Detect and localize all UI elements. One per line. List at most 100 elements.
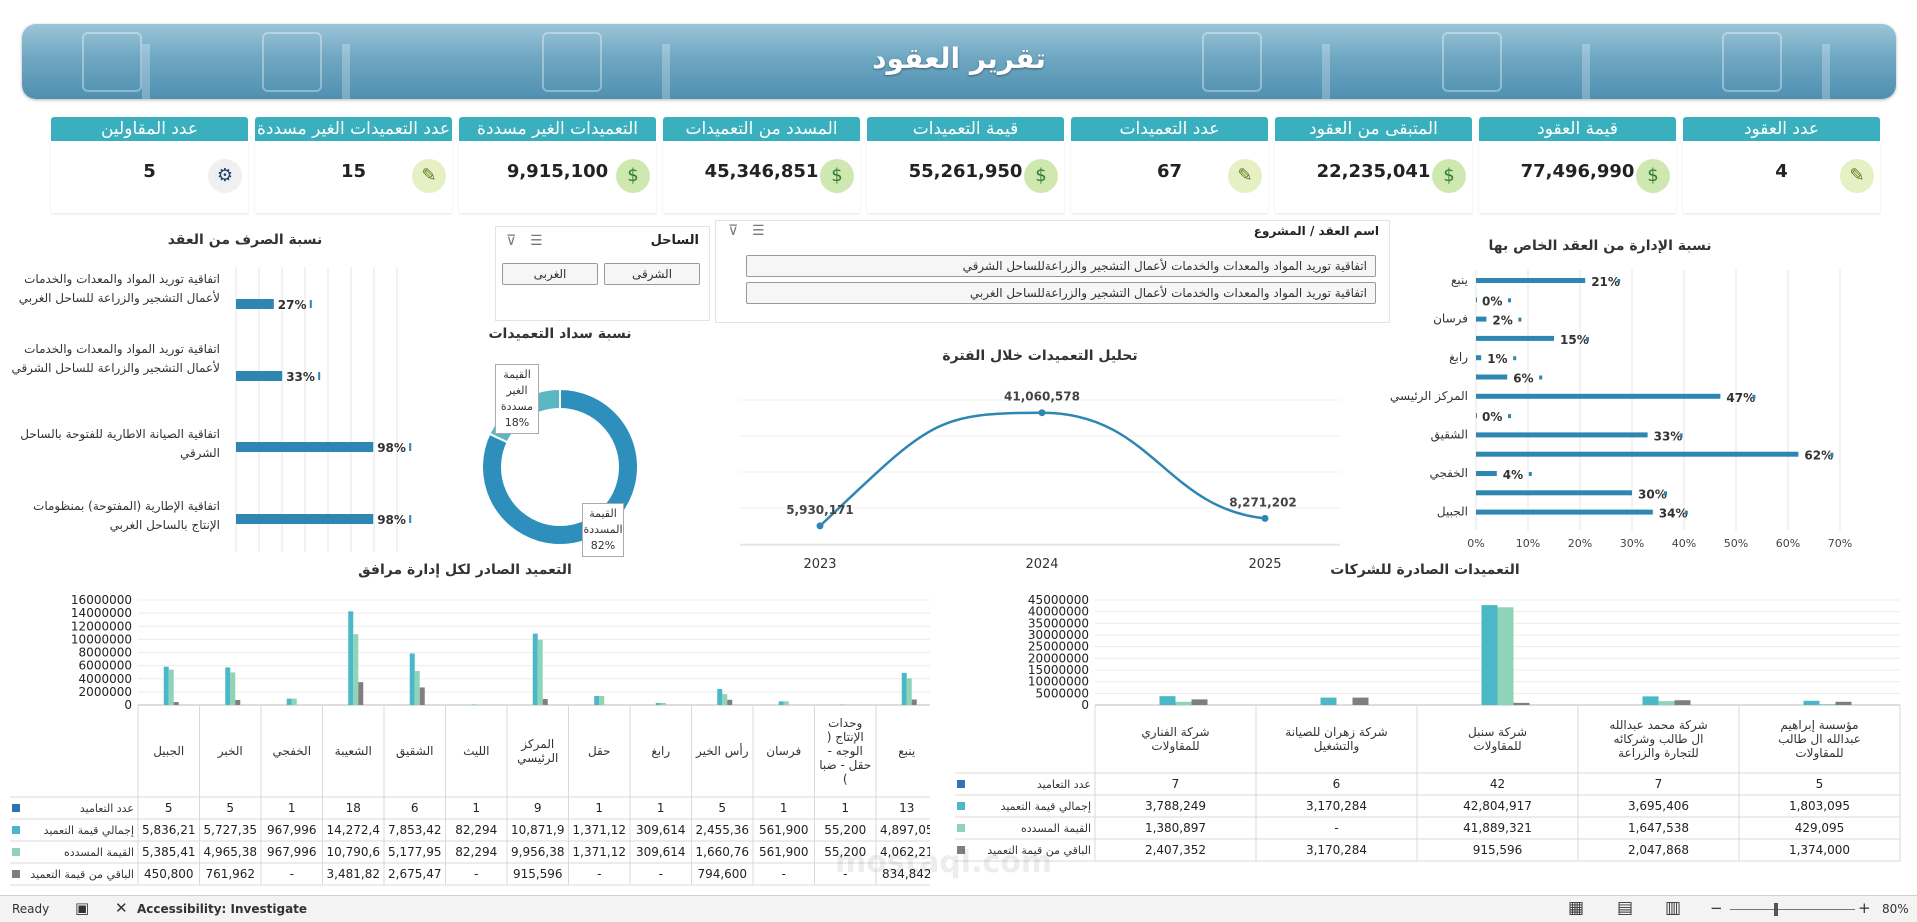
category-label: شركة محمد عبدالله ال طالب وشركائه للتجارة …: [1609, 718, 1707, 761]
category-label: المركز الرئيسي: [517, 737, 558, 766]
macro-record-icon[interactable]: ▣: [75, 899, 90, 917]
legend-label: إجمالي قيمة التعميد: [1001, 800, 1091, 813]
bar: [1835, 701, 1852, 705]
table-cell: -: [597, 867, 601, 881]
kpi-card: عدد التعميدات 67 ✎: [1071, 117, 1268, 214]
table-cell: -: [843, 867, 847, 881]
category-label: رأس الخير: [695, 743, 749, 759]
multi-select-icon[interactable]: ☰: [752, 223, 765, 239]
money-icon: $: [820, 159, 854, 193]
kpi-value: 77,496,990: [1520, 161, 1635, 182]
legend-swatch: [12, 804, 20, 812]
admin-bar: [1476, 335, 1554, 341]
table-cell: -: [1334, 821, 1338, 835]
admin-bar-category: الخفجي: [1429, 466, 1468, 480]
contract-icon: ✎: [412, 159, 446, 193]
zoom-level[interactable]: 80%: [1882, 902, 1909, 916]
kpi-card: المتبقى من العقود 22,235,041 $: [1275, 117, 1472, 214]
bar: [1352, 697, 1369, 705]
kpi-label: المتبقى من العقود: [1275, 117, 1472, 141]
spend-bar-marker: [318, 372, 321, 380]
bar: [353, 634, 359, 705]
admin-bar-marker: [1539, 375, 1543, 380]
table-cell: 309,614: [636, 823, 686, 837]
table-cell: 6: [411, 801, 419, 815]
kpi-label: التعميدات الغير مسددة: [459, 117, 656, 141]
trend-point: [1261, 514, 1269, 522]
category-label: شركة زهران للصيانة والتشغيل: [1285, 725, 1387, 754]
admin-bar-value: 6%: [1513, 372, 1533, 386]
x-tick-label: 10%: [1516, 537, 1540, 550]
y-tick-label: 20000000: [1028, 651, 1089, 665]
page-layout-icon[interactable]: ▤: [1617, 898, 1634, 918]
table-cell: 5,177,95: [388, 845, 441, 859]
accessibility-icon[interactable]: ✕: [115, 899, 128, 917]
bar: [409, 653, 415, 705]
admin-ratio-title: نسبة الإدارة من العقد الخاص بها: [1488, 238, 1712, 254]
kpi-body: 5 ⚙: [51, 141, 248, 213]
table-cell: 794,600: [697, 867, 747, 881]
x-tick-label: 60%: [1776, 537, 1800, 550]
x-tick-label: 2023: [803, 557, 836, 572]
spend-bar: [236, 442, 374, 452]
table-cell: 3,481,82: [327, 867, 380, 881]
spend-bar-marker: [409, 443, 412, 451]
admin-bar: [1476, 451, 1799, 457]
table-cell: 4,965,38: [204, 845, 257, 859]
table-cell: 4,897,05: [880, 823, 930, 837]
zoom-in-icon[interactable]: +: [1858, 899, 1871, 917]
table-cell: 429,095: [1795, 821, 1845, 835]
bar: [717, 688, 723, 705]
accessibility-status[interactable]: Accessibility: Investigate: [137, 902, 308, 916]
spend-bar: [236, 514, 374, 524]
unpaid-callout: القيمة الغير مسددة 18%: [495, 364, 539, 434]
x-tick-label: 30%: [1620, 537, 1644, 550]
normal-view-icon[interactable]: ▦: [1568, 898, 1585, 918]
bar: [1803, 700, 1820, 705]
admin-bar-category: الشقيق: [1431, 427, 1468, 442]
coast-item-east[interactable]: الشرقى: [604, 263, 700, 285]
page-break-icon[interactable]: ▥: [1665, 898, 1682, 918]
kpi-card: عدد التعميدات الغير مسددة 15 ✎: [255, 117, 452, 214]
category-label: الشعيبة: [335, 744, 372, 758]
y-tick-label: 40000000: [1028, 605, 1089, 619]
worker-icon: ⚙: [208, 159, 242, 193]
zoom-slider[interactable]: [1730, 909, 1855, 910]
table-cell: 761,962: [205, 867, 255, 881]
kpi-card: عدد المقاولين 5 ⚙: [51, 117, 248, 214]
table-cell: 1: [595, 801, 603, 815]
clear-filter-icon[interactable]: ⊽: [728, 223, 739, 239]
zoom-out-icon[interactable]: −: [1710, 899, 1723, 917]
kpi-label: عدد التعميدات الغير مسددة: [255, 117, 452, 141]
bar: [168, 669, 174, 705]
contract-slicer-item[interactable]: اتفاقية توريد المواد والمعدات والخدمات ل…: [746, 282, 1376, 304]
admin-bar-value: 21%: [1591, 275, 1620, 289]
category-label: حقل: [588, 744, 611, 758]
coast-item-west[interactable]: الغربى: [502, 263, 598, 285]
zoom-slider-thumb[interactable]: [1774, 903, 1778, 916]
kpi-value: 4: [1775, 161, 1788, 182]
trend-point: [816, 522, 824, 530]
clear-filter-icon[interactable]: ⊽: [506, 233, 517, 249]
company-bar-title: التعميدات الصادرة للشركات: [1330, 562, 1520, 578]
admin-bar: [1476, 316, 1487, 322]
admin-bar-value: 4%: [1503, 468, 1523, 482]
contract-slicer-item[interactable]: اتفاقية توريد المواد والمعدات والخدمات ل…: [746, 255, 1376, 277]
page-title: تقرير العقود: [872, 42, 1046, 75]
admin-bar-value: 30%: [1638, 487, 1667, 501]
spend-ratio-chart: 27% 33% 98% 98%: [235, 267, 412, 552]
admin-bar-value: 1%: [1487, 352, 1507, 366]
y-tick-label: 8000000: [79, 646, 132, 660]
legend-label: الباقي من قيمة التعميد: [30, 868, 134, 881]
bar: [230, 672, 236, 705]
y-tick-label: 16000000: [71, 593, 132, 607]
bar: [655, 702, 661, 705]
multi-select-icon[interactable]: ☰: [530, 233, 543, 249]
admin-bar-marker: [1830, 452, 1834, 457]
category-label: الجبيل: [153, 744, 184, 758]
admin-bar: [1476, 278, 1586, 283]
table-cell: 561,900: [759, 845, 809, 859]
table-cell: 2,407,352: [1145, 843, 1206, 857]
y-tick-label: 35000000: [1028, 616, 1089, 630]
x-tick-label: 20%: [1568, 537, 1592, 550]
